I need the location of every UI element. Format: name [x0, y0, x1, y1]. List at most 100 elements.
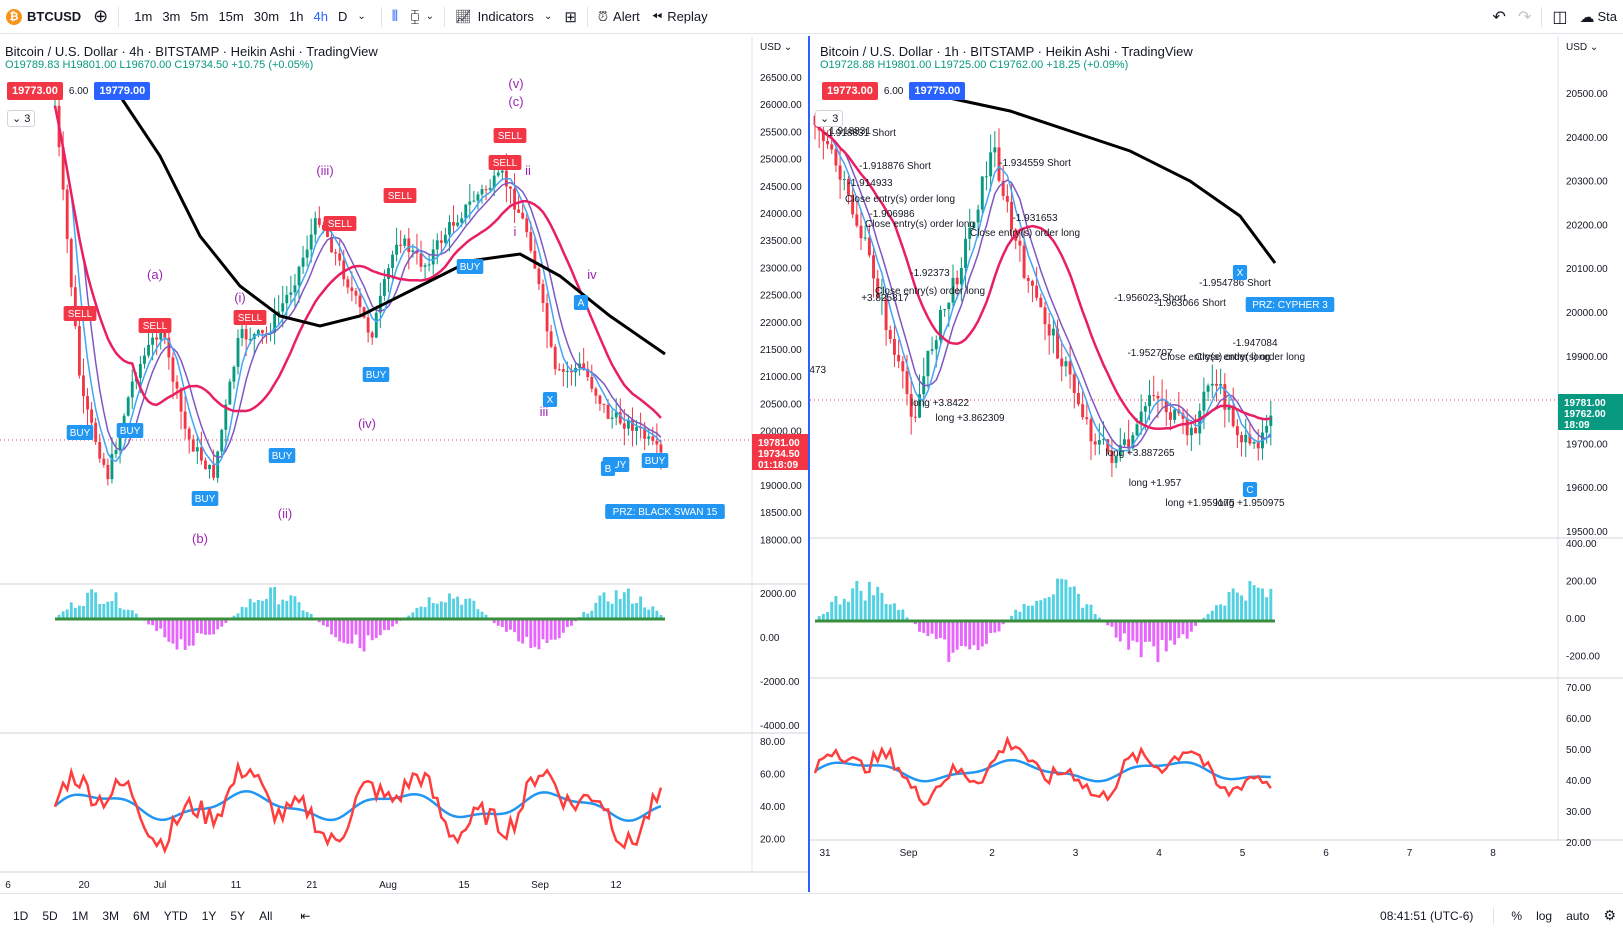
macd-histogram-bar [204, 619, 207, 635]
settings-gear-icon[interactable]: ⚙ [1603, 907, 1616, 923]
interval-d[interactable]: D [337, 9, 348, 24]
candle-body [334, 252, 338, 254]
cloud-save-button[interactable]: ☁︎ Sta [1573, 0, 1623, 34]
alert-button[interactable]: ⏰︎ Alert [592, 0, 646, 34]
redo-icon[interactable]: ↷ [1517, 8, 1532, 26]
layout-divider[interactable] [808, 36, 810, 892]
macd-histogram-bar [1260, 588, 1264, 621]
candle-body [509, 186, 512, 189]
ann-label: -1.947084 [1232, 338, 1277, 349]
buy-tag-bg [542, 392, 558, 407]
macd-histogram-bar [1219, 604, 1223, 621]
sell-price-button[interactable]: 19773.00 [822, 82, 878, 100]
macd-histogram-bar [114, 592, 118, 619]
bar-style-icon[interactable]: ⫴ [391, 8, 399, 25]
right-chart-canvas[interactable]: USD ⌄ 20500.00 20400.00 20300.00 20200.00 201… [810, 36, 1623, 893]
add-symbol-button[interactable]: ⊕ [93, 6, 109, 26]
macd-tick-label: 0.00 [760, 633, 780, 644]
last-price-label: 19734.50 [758, 449, 800, 460]
collapse-indicators-button[interactable]: ⌄ 3 [815, 110, 844, 127]
layout-icon[interactable]: ◫ [1552, 8, 1568, 26]
templates-icon[interactable]: ⊞ [564, 8, 577, 26]
time-tick-label: 8 [1490, 848, 1496, 859]
range-5d[interactable]: 5D [42, 908, 58, 923]
interval-4h[interactable]: 4h [313, 9, 328, 24]
buy-price-button[interactable]: 19779.00 [909, 82, 966, 100]
macd-histogram-bar [872, 595, 876, 621]
candle-body [317, 218, 321, 225]
ma-black-line [939, 94, 1277, 264]
macd-histogram-bar [1248, 581, 1252, 621]
macd-histogram-bar [1244, 600, 1248, 621]
range-1d[interactable]: 1D [13, 908, 29, 923]
candle-body [880, 297, 884, 299]
range-5y[interactable]: 5Y [230, 908, 246, 923]
range-1m[interactable]: 1M [71, 908, 89, 923]
macd-histogram-bar [281, 599, 285, 619]
rsi-tick-label: 20.00 [1566, 838, 1591, 849]
buy-price-button[interactable]: 19779.00 [94, 82, 151, 100]
collapse-indicators-button[interactable]: ⌄ 3 [7, 110, 36, 127]
candle-body [1265, 425, 1269, 433]
candle-body [1139, 411, 1143, 425]
macd-histogram-bar [821, 613, 825, 621]
macd-tick-label: 0.00 [1566, 614, 1586, 625]
macd-histogram-bar [635, 602, 638, 619]
macd-histogram-bar [1210, 610, 1214, 621]
macd-histogram-bar [525, 619, 529, 637]
alert-label: Alert [613, 9, 640, 24]
sell-price-button[interactable]: 19773.00 [7, 82, 63, 100]
range-6m[interactable]: 6M [133, 908, 150, 923]
candles-icon[interactable]: ⧮ ⌄ [410, 8, 435, 25]
interval-1h[interactable]: 1h [289, 9, 304, 24]
left-chart-canvas[interactable]: USD ⌄ 26500.00 26000.00 25500.00 25000.00 245… [0, 36, 808, 893]
candle-body [313, 218, 317, 235]
range-ytd[interactable]: YTD [163, 908, 188, 923]
ann-label: Close entry(s) order long [970, 228, 1080, 239]
save-label-truncated: Sta [1597, 9, 1617, 24]
candle-body [1235, 426, 1239, 436]
right-chart-pane[interactable]: USD ⌄ 20500.00 20400.00 20300.00 20200.00 201… [810, 36, 1623, 893]
range-3m[interactable]: 3M [102, 908, 120, 923]
ann-label: -1.934559 Short [999, 158, 1071, 169]
candle-body [909, 394, 913, 417]
interval-5m[interactable]: 5m [190, 9, 209, 24]
macd-histogram-bar [1043, 598, 1047, 621]
ann-label: Close entry(s) order long [865, 219, 975, 230]
candle-body [228, 381, 232, 405]
rsi-tick-label: 70.00 [1566, 683, 1591, 694]
macd-histogram-bar [492, 619, 496, 624]
auto-toggle[interactable]: auto [1566, 908, 1590, 923]
candle-body [570, 370, 573, 373]
candle-body [1072, 374, 1076, 393]
replay-button[interactable]: ⏪︎ Replay [646, 0, 714, 34]
indicators-button[interactable]: 📈︎ Indicators ⌄ [449, 0, 558, 34]
rsi-tick-label: 20.00 [760, 835, 785, 846]
buy-label: BUY [195, 494, 216, 505]
left-chart-pane[interactable]: USD ⌄ 26500.00 26000.00 25500.00 25000.00 245… [0, 36, 808, 893]
chevron-down-icon[interactable]: ⌄ [357, 11, 366, 22]
interval-3m[interactable]: 3m [162, 9, 181, 24]
candle-body [419, 253, 423, 267]
range-all[interactable]: All [259, 908, 273, 923]
time-tick-label: 11 [231, 880, 242, 891]
rsi-tick-label: 80.00 [760, 737, 785, 748]
symbol-search[interactable]: ₿ BTCUSD [0, 0, 87, 34]
log-toggle[interactable]: log [1536, 908, 1553, 923]
macd-histogram-bar [175, 619, 179, 650]
interval-30m[interactable]: 30m [253, 9, 280, 24]
macd-histogram-bar [358, 619, 362, 649]
time-tick-label: Sep [900, 848, 918, 859]
percent-toggle[interactable]: % [1511, 908, 1523, 923]
range-1y[interactable]: 1Y [201, 908, 217, 923]
undo-icon[interactable]: ↶ [1492, 8, 1506, 26]
macd-histogram-bar [1014, 609, 1018, 621]
interval-1m[interactable]: 1m [134, 9, 153, 24]
date-range-icon[interactable]: ⇤ [300, 908, 311, 923]
price-tick-label: 26000.00 [760, 100, 802, 111]
candle-body [102, 458, 106, 465]
interval-15m[interactable]: 15m [218, 9, 244, 24]
macd-histogram-bar [167, 619, 171, 642]
wave-label: iv [587, 267, 597, 282]
ann-label: -1.952707 [1127, 348, 1172, 359]
